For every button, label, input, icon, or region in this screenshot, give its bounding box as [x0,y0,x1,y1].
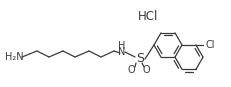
Text: H₂N: H₂N [5,52,24,62]
Text: Cl: Cl [206,40,216,50]
Text: O: O [127,65,135,75]
Text: O: O [142,65,150,75]
Text: HCl: HCl [138,10,158,23]
Text: S: S [136,52,144,66]
Text: N: N [118,47,126,57]
Text: H: H [118,41,126,51]
